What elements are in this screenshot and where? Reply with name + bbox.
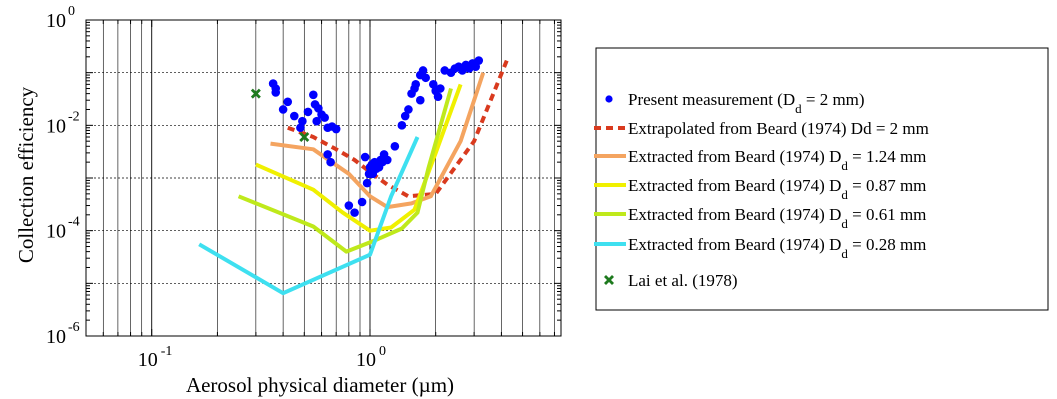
scatter-point [350,208,359,217]
legend-x-swatch [604,275,614,285]
scatter-point [271,88,281,97]
scatter-point [283,97,293,107]
y-tick-label: 10 [46,10,66,32]
scatter-point-x [299,132,310,143]
x-mark-stroke [299,132,310,143]
y-tick-label: 10 [46,115,66,137]
scatter-point [415,95,425,105]
scatter-point [436,84,445,93]
scatter-point [357,197,367,207]
scatter-point-x [250,88,261,99]
scatter-point [296,123,305,133]
legend-entry: Extrapolated from Beard (1974) Dd = 2 mm [594,119,929,138]
legend-entry: Extracted from Beard (1974) Dd = 0.61 mm [594,205,926,231]
legend-label: Extrapolated from Beard (1974) Dd = 2 mm [628,119,929,138]
series-line [287,56,511,199]
scatter-point [331,124,341,134]
series-line [198,136,420,296]
y-tick-exponent: -6 [68,320,80,335]
x-axis-label: Aerosol physical diameter (µm) [186,373,454,397]
scatter-point [390,141,400,151]
legend-box [595,47,1049,311]
legend-label: Extracted from Beard (1974) Dd = 0.28 mm [628,235,926,261]
legend-dot-swatch [605,95,613,103]
legend: Present measurement (Dd = 2 mm) Extrapola… [594,47,1049,311]
scatter-point [397,121,407,130]
scatter-point [360,152,370,162]
y-axis-label: Collection efficiency [14,86,38,263]
scatter-point [312,116,322,126]
scatter-point [421,73,431,83]
axis-ticks [85,19,561,337]
legend-label: Lai et al. (1978) [628,271,738,290]
series-line [237,87,453,254]
scatter-point [278,105,288,114]
scatter-point [326,157,335,167]
scatter-point [323,150,332,159]
x-tick-exponent: -1 [161,344,173,359]
scatter-point [428,80,438,89]
scatter-point [320,113,329,122]
scatter-point [309,90,318,100]
scatter-point [474,56,484,65]
legend-entry: Lai et al. (1978) [604,271,738,290]
y-tick-label: 10 [46,221,66,243]
series-layer [198,56,511,296]
scatter-point [418,66,428,75]
scatter-point [289,111,299,121]
y-tick-exponent: -2 [68,109,80,124]
scatter-point [404,105,413,114]
y-tick-exponent: 0 [68,4,75,19]
x-tick-exponent: 0 [379,344,386,359]
legend-entry: Extracted from Beard (1974) Dd = 1.24 mm [594,147,926,173]
legend-label: Extracted from Beard (1974) Dd = 1.24 mm [628,147,926,173]
legend-entry: Extracted from Beard (1974) Dd = 0.87 mm [594,176,926,202]
x-mark-stroke [250,88,261,99]
y-tick-label: 10 [46,326,66,348]
scatter-point [411,80,421,89]
legend-label: Extracted from Beard (1974) Dd = 0.61 mm [628,205,926,231]
scatter-point [344,201,354,210]
legend-label: Present measurement (Dd = 2 mm) [628,90,865,116]
scatter-point [382,155,392,165]
scatter-point [362,178,372,188]
legend-entry: Extracted from Beard (1974) Dd = 0.28 mm [594,235,926,261]
x-tick-label: 10 [138,349,158,371]
axis-tick-labels: 10 -1 10 010 010 -210 -410 -6 [46,4,386,371]
scatter-point [433,92,443,101]
y-tick-exponent: -4 [68,215,80,230]
scatter-point [298,116,307,126]
legend-entry: Present measurement (Dd = 2 mm) [605,90,865,116]
legend-label: Extracted from Beard (1974) Dd = 0.87 mm [628,176,926,202]
scatter-point [400,111,410,121]
scatter-point [303,107,313,117]
x-tick-label: 10 [356,349,376,371]
